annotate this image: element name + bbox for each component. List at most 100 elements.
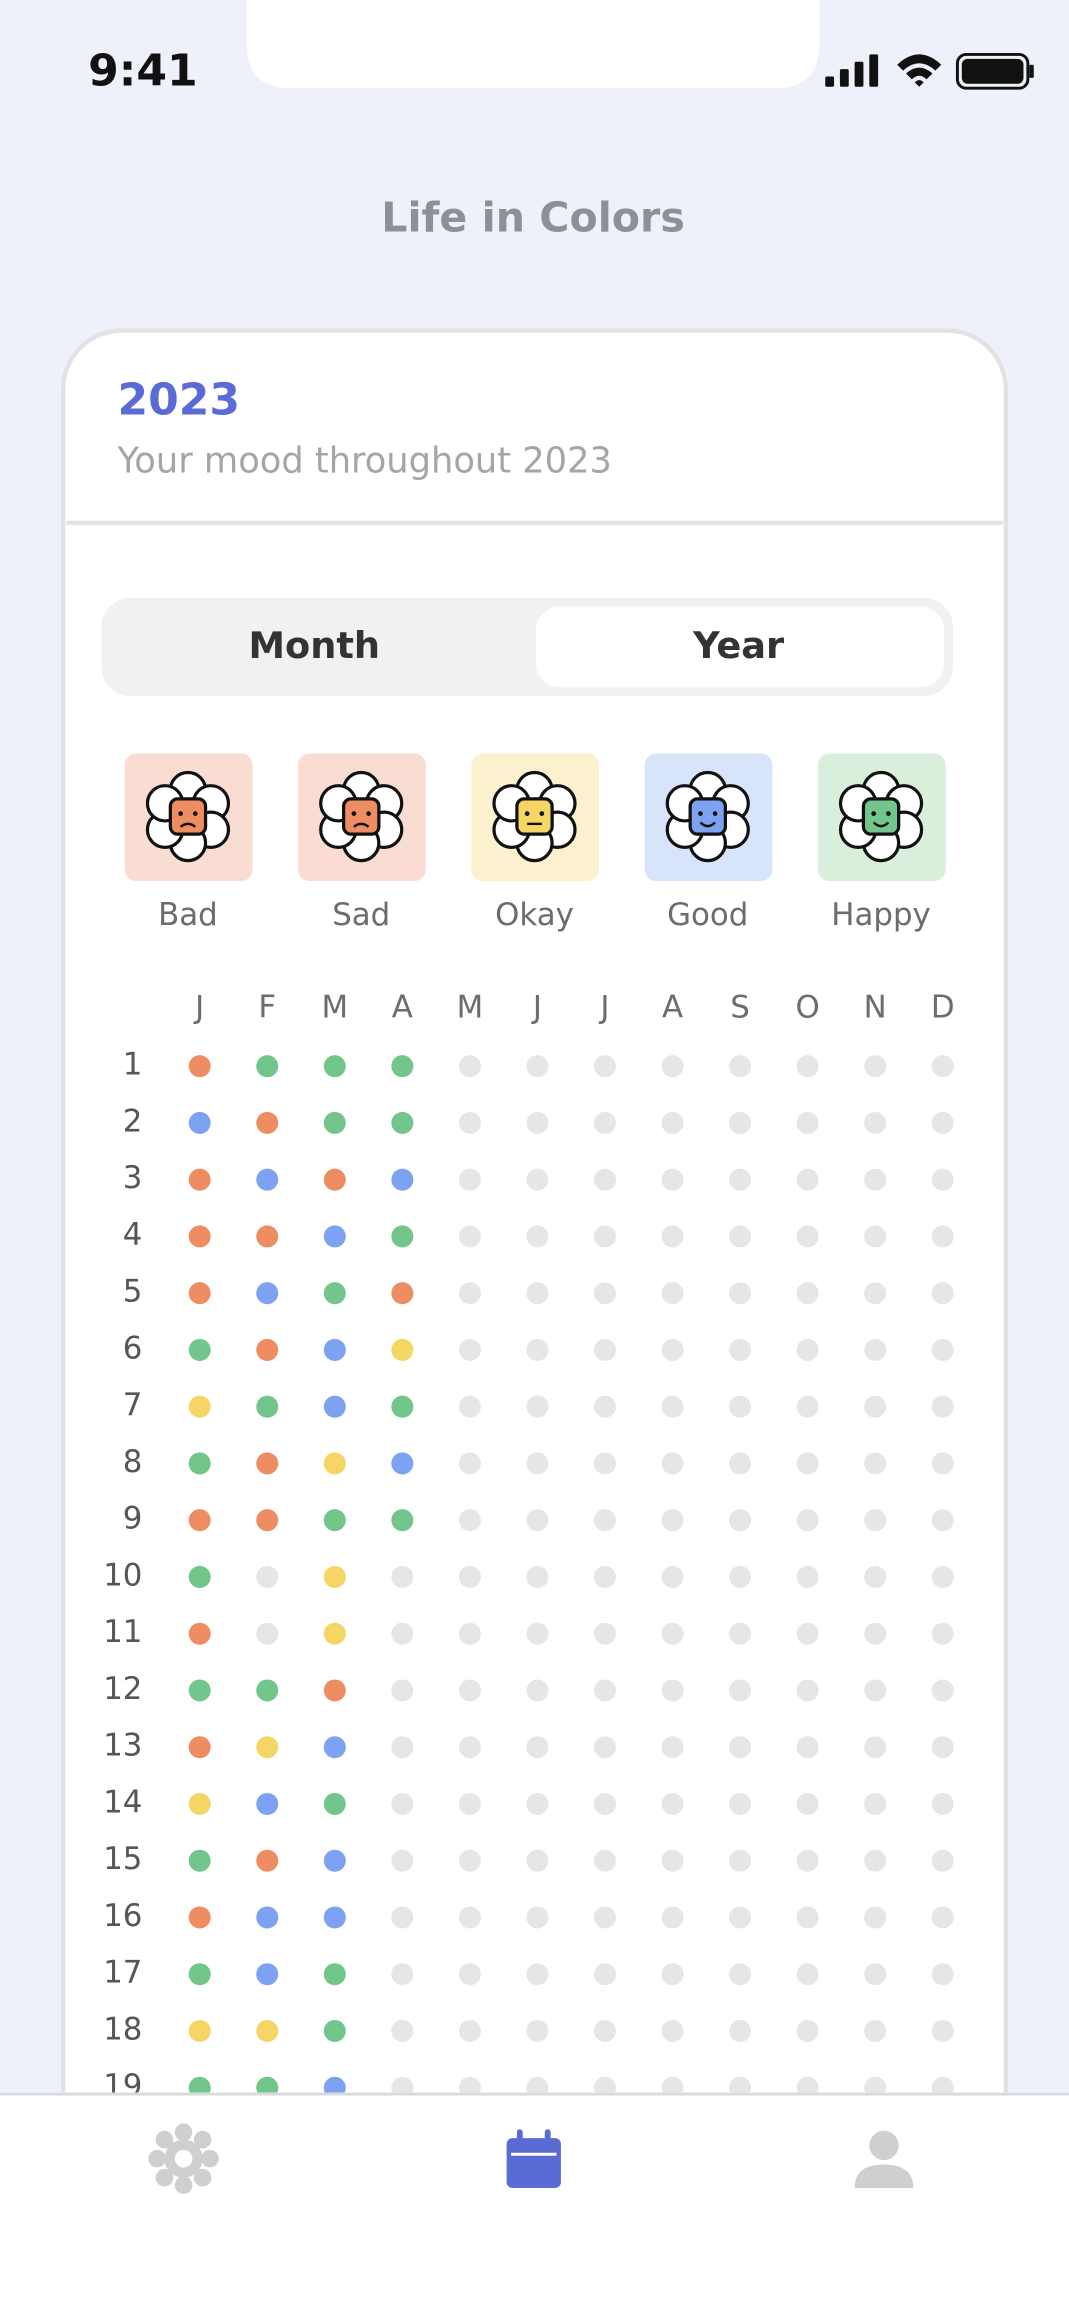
mood-dot [729, 1906, 752, 1929]
mood-dot [256, 1509, 279, 1532]
mood-dot [796, 1338, 819, 1361]
mood-dot [458, 1225, 481, 1248]
mood-dot [188, 1225, 211, 1248]
mood-dot [256, 1849, 279, 1872]
mood-dot [931, 1565, 954, 1588]
mood-dot [796, 1679, 819, 1702]
mood-dot [729, 1282, 752, 1305]
month-label: O [795, 989, 819, 1025]
mood-dot [323, 1565, 346, 1588]
mood-dot [864, 1622, 887, 1645]
mood-flower [145, 770, 231, 863]
mood-dot [526, 1225, 549, 1248]
mood-dot [661, 1395, 684, 1418]
day-label: 4 [123, 1217, 143, 1253]
tab-bar [0, 2092, 1069, 2310]
mood-flower [319, 770, 404, 863]
mood-dot [864, 1225, 887, 1248]
home-icon [148, 2123, 219, 2194]
mood-dot [931, 2076, 954, 2093]
month-label: J [193, 989, 204, 1025]
day-label: 13 [103, 1728, 142, 1764]
mood-dot [256, 1395, 279, 1418]
mood-dot [593, 1622, 616, 1645]
eye [524, 811, 530, 816]
mood-dot [593, 1509, 616, 1532]
mood-label: Good [667, 897, 748, 933]
mood-dot [391, 1849, 414, 1872]
mood-dot [188, 1849, 211, 1872]
mood-dot [188, 1679, 211, 1702]
mood-dot [796, 1225, 819, 1248]
mood-dot [796, 1168, 819, 1191]
mood-dot [391, 1452, 414, 1475]
mood-dot [458, 1111, 481, 1134]
mood-dot [593, 1282, 616, 1305]
mood-dot [323, 1509, 346, 1532]
day-label: 14 [103, 1784, 142, 1820]
mood-dot [729, 1565, 752, 1588]
mood-dot [593, 2019, 616, 2042]
mood-dot [188, 1906, 211, 1929]
flower-center [688, 797, 728, 836]
mood-dot [458, 1452, 481, 1475]
mood-dot [391, 1792, 414, 1815]
mood-dot [931, 1622, 954, 1645]
card-subtitle: Your mood throughout 2023 [116, 441, 611, 482]
app-title: Life in Colors [381, 193, 685, 241]
mood-dot [661, 1792, 684, 1815]
mood-dot [526, 1849, 549, 1872]
day-label: 2 [123, 1103, 143, 1139]
mood-dot [864, 1565, 887, 1588]
mood-dot [526, 1736, 549, 1759]
mood-dot [593, 1679, 616, 1702]
mood-dot [256, 2076, 279, 2093]
mood-dot [391, 1282, 414, 1305]
eye [886, 811, 891, 816]
mood-dot [729, 1395, 752, 1418]
mood-dot [661, 1622, 684, 1645]
mood-dot [323, 1055, 346, 1078]
mood-dot [729, 2019, 752, 2042]
toggle-option[interactable]: Year [692, 624, 784, 667]
day-label: 16 [103, 1898, 142, 1934]
mood-dot [526, 1565, 549, 1588]
mood-dot [661, 1679, 684, 1702]
mood-dot [188, 1055, 211, 1078]
mood-dot [593, 2076, 616, 2093]
mood-dot [391, 1679, 414, 1702]
mood-dot [391, 1225, 414, 1248]
mood-dot [661, 1338, 684, 1361]
month-label: M [321, 989, 348, 1025]
day-label: 7 [123, 1387, 143, 1423]
mood-dot [323, 1849, 346, 1872]
month-label: D [931, 989, 955, 1025]
mood-dot [526, 1395, 549, 1418]
mood-dot [661, 1963, 684, 1986]
toggle-option[interactable]: Month [248, 624, 380, 667]
mood-dot [391, 1338, 414, 1361]
mood-dot [729, 1963, 752, 1986]
mood-dot [729, 1111, 752, 1134]
mood-dot [593, 1736, 616, 1759]
mood-dot [796, 1111, 819, 1134]
mood-dot [256, 1906, 279, 1929]
mood-dot [931, 1679, 954, 1702]
mood-dot [188, 1282, 211, 1305]
mood-dot [256, 1622, 279, 1645]
toggle-selected [535, 606, 945, 688]
mood-dot [526, 1679, 549, 1702]
mood-dot [593, 1849, 616, 1872]
month-label: A [662, 989, 683, 1025]
mood-dot [796, 1452, 819, 1475]
mood-dot [864, 1679, 887, 1702]
mood-dot [593, 1963, 616, 1986]
month-label: F [258, 989, 276, 1025]
mood-dot [796, 1509, 819, 1532]
mood-dot [526, 1452, 549, 1475]
day-label: 3 [123, 1160, 143, 1196]
mood-dot [729, 1792, 752, 1815]
mood-dot [391, 1395, 414, 1418]
mood-dot [458, 1906, 481, 1929]
mood-dot [729, 1225, 752, 1248]
